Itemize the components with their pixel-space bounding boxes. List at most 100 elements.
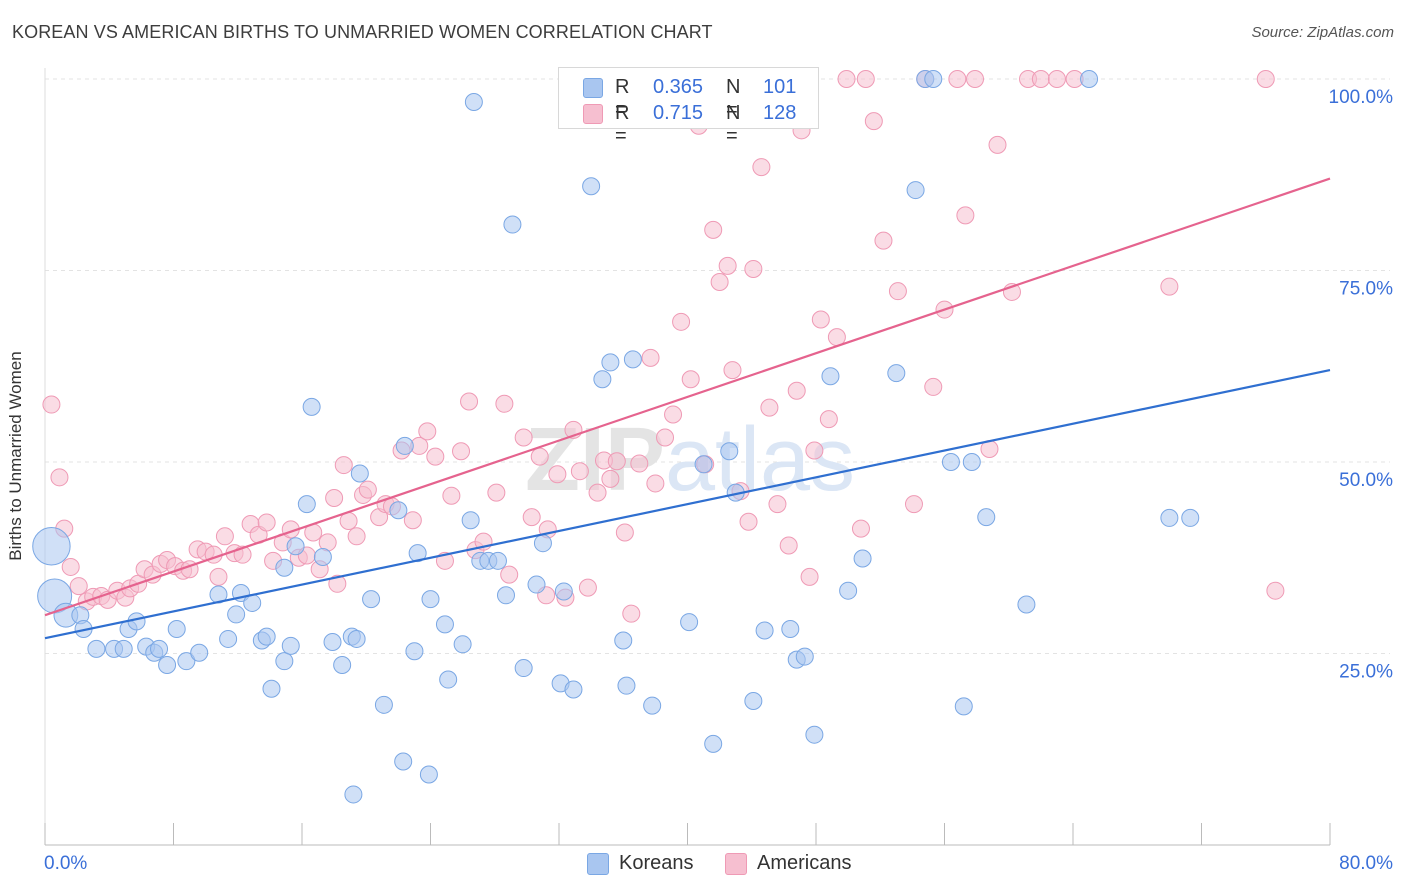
point-korean xyxy=(924,70,943,88)
point-american xyxy=(948,70,967,88)
series-americans xyxy=(42,70,1285,623)
point-american xyxy=(578,578,597,597)
point-korean xyxy=(408,544,427,563)
point-korean xyxy=(227,605,246,624)
point-korean xyxy=(281,636,300,655)
point-american xyxy=(924,377,943,396)
point-american xyxy=(672,312,691,331)
point-korean xyxy=(190,643,209,662)
point-korean xyxy=(853,549,872,568)
point-american xyxy=(874,231,893,250)
point-american xyxy=(1256,70,1275,88)
point-korean xyxy=(405,642,424,661)
point-american xyxy=(646,474,665,493)
point-korean xyxy=(977,508,996,527)
y-tick-label: 100.0% xyxy=(1329,87,1394,108)
point-korean xyxy=(275,652,294,671)
trend-layer xyxy=(44,177,1331,640)
point-korean xyxy=(167,619,186,638)
point-korean xyxy=(1017,595,1036,614)
point-korean xyxy=(527,575,546,594)
point-korean xyxy=(781,619,800,638)
point-korean xyxy=(1181,508,1200,527)
point-korean xyxy=(150,639,169,658)
trendline-americans xyxy=(44,177,1331,617)
point-american xyxy=(500,565,519,584)
point-korean xyxy=(643,696,662,715)
point-korean xyxy=(461,511,480,530)
point-american xyxy=(615,523,634,542)
point-american xyxy=(514,428,533,447)
point-korean xyxy=(1080,70,1099,88)
point-korean xyxy=(177,652,196,671)
point-korean xyxy=(257,627,276,646)
point-american xyxy=(1031,70,1050,88)
point-korean xyxy=(795,647,814,666)
point-korean xyxy=(488,551,507,570)
point-american xyxy=(209,567,228,586)
point-american xyxy=(787,381,806,400)
point-korean xyxy=(805,725,824,744)
point-korean xyxy=(394,752,413,771)
point-korean xyxy=(389,501,408,520)
point-american xyxy=(805,441,824,460)
point-american xyxy=(215,527,234,546)
bottom-legend-swatch-americans xyxy=(725,853,747,875)
trendline-koreans xyxy=(44,369,1331,640)
point-korean xyxy=(1160,508,1179,527)
point-american xyxy=(856,70,875,88)
point-korean xyxy=(614,631,633,650)
point-korean xyxy=(114,639,133,658)
point-korean xyxy=(887,364,906,383)
point-korean xyxy=(564,680,583,699)
legend-n-label: N = xyxy=(726,102,741,147)
axis-layer xyxy=(44,68,1331,846)
point-korean xyxy=(87,639,106,658)
chart-title: KOREAN VS AMERICAN BIRTHS TO UNMARRIED W… xyxy=(12,22,713,42)
point-korean xyxy=(839,581,858,600)
point-american xyxy=(426,447,445,466)
point-american xyxy=(888,282,907,301)
point-american xyxy=(752,158,771,177)
point-american xyxy=(681,370,700,389)
point-korean xyxy=(514,659,533,678)
point-american xyxy=(641,348,660,367)
point-korean xyxy=(32,527,71,566)
y-tick-label: 75.0% xyxy=(1339,279,1393,300)
point-american xyxy=(487,483,506,502)
point-korean xyxy=(219,629,238,648)
bottom-legend-americans: Americans xyxy=(757,852,852,874)
point-american xyxy=(334,456,353,475)
x-tick-label: 0.0% xyxy=(44,853,87,874)
y-tick-label: 25.0% xyxy=(1339,662,1393,683)
legend-swatch-americans xyxy=(583,104,603,124)
point-korean xyxy=(421,590,440,609)
point-american xyxy=(819,410,838,429)
point-american xyxy=(1266,581,1285,600)
point-american xyxy=(664,405,683,424)
point-american xyxy=(1047,70,1066,88)
point-american xyxy=(904,495,923,514)
point-korean xyxy=(962,453,981,471)
point-korean xyxy=(601,353,620,372)
point-american xyxy=(61,557,80,576)
point-korean xyxy=(464,92,483,111)
point-american xyxy=(739,512,758,531)
point-korean xyxy=(821,367,840,386)
series-koreans xyxy=(32,70,1200,804)
point-american xyxy=(811,310,830,329)
point-american xyxy=(956,206,975,225)
point-american xyxy=(851,519,870,538)
legend-n-value: 101 xyxy=(763,76,797,98)
point-korean xyxy=(954,697,973,716)
point-american xyxy=(607,452,626,471)
point-american xyxy=(630,454,649,473)
point-korean xyxy=(704,734,723,753)
point-korean xyxy=(374,695,393,714)
point-korean xyxy=(582,177,601,196)
point-american xyxy=(864,112,883,131)
point-korean xyxy=(744,691,763,710)
grid-layer xyxy=(45,78,1390,654)
point-korean xyxy=(593,370,612,389)
